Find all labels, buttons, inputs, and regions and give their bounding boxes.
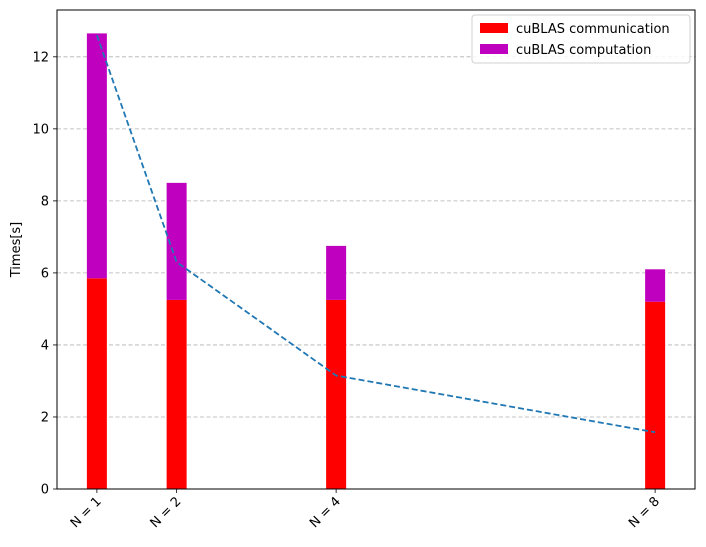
- y-tick-label: 6: [41, 266, 49, 281]
- bar-segment: [645, 269, 666, 302]
- legend-swatch: [480, 44, 508, 54]
- y-axis-label: Times[s]: [9, 222, 24, 279]
- trend-line: [96, 34, 656, 434]
- x-tick-label: N = 8: [626, 494, 663, 531]
- x-tick-label: N = 1: [68, 494, 105, 531]
- y-tick-label: 2: [41, 410, 49, 425]
- y-tick-label: 0: [41, 483, 49, 498]
- grid-lines: [57, 56, 695, 418]
- x-tick-label: N = 4: [307, 494, 344, 531]
- y-tick-label: 12: [32, 50, 49, 65]
- plot-frame: [56, 9, 696, 490]
- legend: cuBLAS communication cuBLAS computation: [471, 14, 691, 64]
- y-axis-ticks: 0 2 4 6 8 10 12: [32, 50, 57, 498]
- legend-box: [471, 14, 691, 64]
- bar-segment: [86, 33, 107, 279]
- legend-swatch: [480, 23, 508, 33]
- x-tick-label: N = 2: [148, 494, 185, 531]
- bar-segment: [326, 245, 347, 300]
- y-tick-label: 10: [32, 122, 49, 137]
- bar-segment: [645, 301, 666, 489]
- bars: [86, 33, 666, 489]
- legend-label: cuBLAS computation: [516, 43, 651, 58]
- y-tick-label: 4: [41, 338, 49, 353]
- trend-line-layer: [96, 34, 656, 434]
- legend-label: cuBLAS communication: [516, 22, 670, 37]
- bar-segment: [166, 299, 187, 489]
- bar-segment: [326, 299, 347, 489]
- x-axis-ticks: N = 1 N = 2 N = 4 N = 8: [68, 489, 663, 531]
- bar-segment: [86, 278, 107, 489]
- bar-segment: [166, 182, 187, 300]
- y-tick-label: 8: [41, 194, 49, 209]
